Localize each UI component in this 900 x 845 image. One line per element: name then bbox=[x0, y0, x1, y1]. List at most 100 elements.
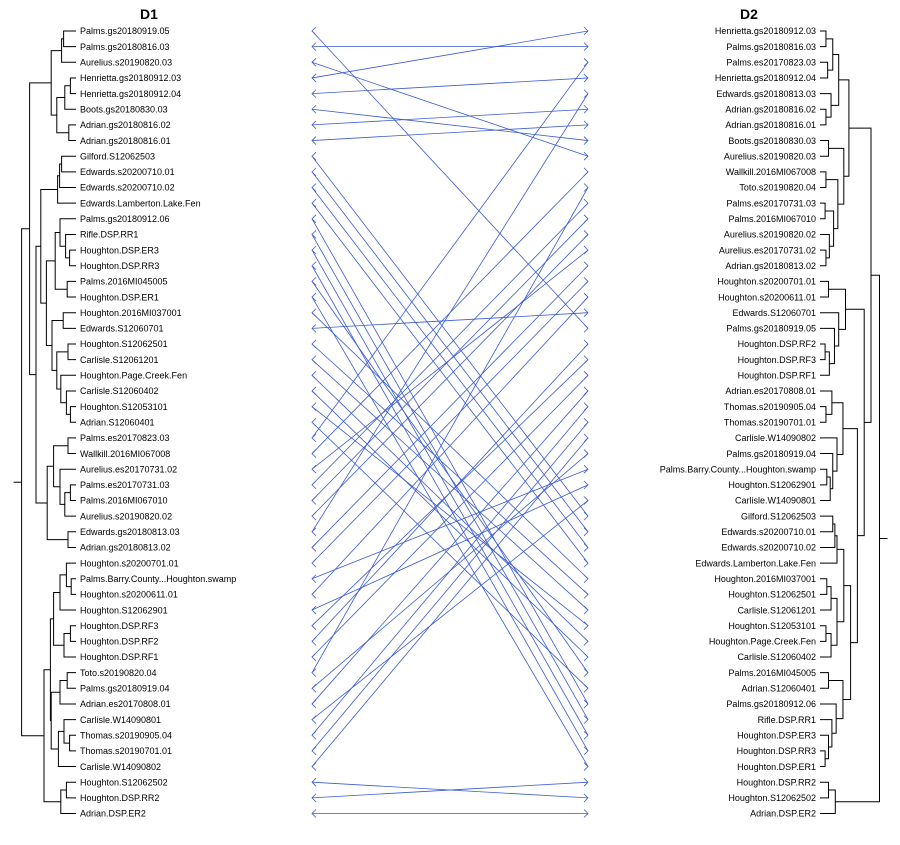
connector-line bbox=[311, 781, 589, 799]
left-arrowhead bbox=[311, 543, 317, 552]
right-leaf-label: Aurelius.s20190820.02 bbox=[724, 230, 816, 240]
left-leaf-label: Houghton.DSP.RF2 bbox=[80, 637, 158, 647]
dendrogram-branch bbox=[60, 789, 76, 814]
left-leaf-label: Boots.gs20180830.03 bbox=[80, 104, 168, 114]
right-leaf-label: Houghton.2016MI037001 bbox=[714, 574, 816, 584]
left-leaf-label: Houghton.DSP.RF1 bbox=[80, 652, 158, 662]
right-arrowhead bbox=[583, 699, 589, 709]
left-arrowhead bbox=[311, 605, 317, 615]
dendrogram-branch bbox=[820, 343, 826, 361]
right-arrowhead bbox=[583, 668, 589, 677]
right-arrowhead bbox=[583, 746, 589, 756]
left-arrowhead bbox=[311, 58, 317, 67]
dendrogram-branch bbox=[56, 97, 69, 134]
right-arrowhead bbox=[583, 762, 589, 771]
right-leaf-label: Toto.s20190820.04 bbox=[739, 183, 816, 193]
connector-line bbox=[311, 265, 589, 548]
dendrogram-branch bbox=[837, 548, 845, 623]
right-arrowhead bbox=[583, 558, 589, 568]
dendrogram-branch bbox=[70, 578, 76, 595]
dendrogram-branch bbox=[820, 61, 829, 79]
dendrogram-branch bbox=[820, 453, 834, 490]
right-leaf-label: Houghton.DSP.ER1 bbox=[737, 762, 816, 772]
right-arrowhead bbox=[583, 104, 589, 114]
right-leaf-label: Houghton.s20200701.01 bbox=[717, 277, 816, 287]
dendrogram-branch bbox=[820, 351, 830, 376]
dendrogram-branch bbox=[65, 390, 76, 415]
right-leaf-label: Henrietta.gs20180912.03 bbox=[715, 26, 816, 36]
right-leaf-label: Houghton.DSP.ER3 bbox=[737, 730, 816, 740]
left-arrowhead bbox=[311, 214, 317, 224]
right-leaf-label: Houghton.DSP.RR2 bbox=[737, 777, 816, 787]
right-leaf-label: Aurelius.s20190820.03 bbox=[724, 151, 816, 161]
left-leaf-label: Adrian.gs20180813.02 bbox=[80, 543, 171, 553]
dendrogram-branch bbox=[842, 428, 858, 644]
dendrogram-branch bbox=[820, 703, 837, 734]
left-leaf-label: Adrian.es20170808.01 bbox=[80, 699, 171, 709]
connector-line bbox=[311, 234, 589, 517]
dendrogram-branch bbox=[50, 691, 60, 750]
dendrogram-branch bbox=[838, 79, 850, 177]
right-arrowhead bbox=[583, 496, 589, 505]
left-leaf-label: Palms.Barry.County...Houghton.swamp bbox=[80, 574, 236, 584]
right-arrowhead bbox=[583, 793, 589, 803]
left-leaf-label: Thomas.s20190701.01 bbox=[80, 746, 172, 756]
right-leaf-label: Palms.gs20180919.05 bbox=[726, 324, 816, 334]
left-arrowhead bbox=[311, 245, 317, 255]
dendrogram-branch bbox=[820, 523, 836, 548]
left-arrowhead bbox=[311, 558, 317, 568]
dendrogram-branch bbox=[53, 445, 68, 488]
left-leaf-label: Henrietta.gs20180912.03 bbox=[80, 73, 181, 83]
right-leaf-label: Carlisle.S12060402 bbox=[737, 652, 816, 662]
dendrogram-branch bbox=[820, 625, 827, 642]
connector-line bbox=[311, 437, 589, 767]
left-leaf-label: Aurelius.es20170731.02 bbox=[80, 464, 177, 474]
dendrogram-branch bbox=[29, 82, 52, 376]
right-arrowhead bbox=[583, 89, 589, 98]
left-arrowhead bbox=[311, 324, 317, 333]
connector-line bbox=[311, 375, 589, 658]
connector-line bbox=[311, 500, 589, 720]
left-arrowhead bbox=[311, 261, 317, 271]
connector-line bbox=[311, 202, 589, 564]
left-leaf-label: Palms.es20170823.03 bbox=[80, 433, 170, 443]
dendrogram-branch bbox=[21, 228, 44, 737]
right-arrowhead bbox=[583, 480, 589, 490]
right-arrowhead bbox=[583, 292, 589, 302]
right-leaf-label: Houghton.S12053101 bbox=[728, 621, 816, 631]
right-leaf-label: Wallkill.2016MI067008 bbox=[726, 167, 816, 177]
left-arrowhead bbox=[311, 762, 317, 771]
dendrogram-branch bbox=[69, 625, 76, 642]
dendrogram-branch bbox=[820, 390, 833, 415]
connector-line bbox=[311, 296, 589, 595]
right-arrowhead bbox=[583, 261, 589, 271]
right-arrowhead bbox=[583, 386, 589, 396]
right-leaf-label: Edwards.S12060701 bbox=[732, 308, 816, 318]
left-arrowhead bbox=[311, 652, 317, 662]
right-leaf-label: Palms.gs20180912.06 bbox=[726, 699, 816, 709]
left-leaf-label: Palms.gs20180912.06 bbox=[80, 214, 170, 224]
connector-line bbox=[311, 390, 589, 705]
dendrogram-branch bbox=[820, 468, 828, 486]
right-leaf-labels: Henrietta.gs20180912.03 Palms.gs20180816.… bbox=[660, 26, 816, 819]
left-arrowhead bbox=[311, 684, 317, 693]
dendrogram-branch bbox=[65, 781, 76, 799]
left-leaf-label: Adrian.DSP.ER2 bbox=[80, 809, 146, 819]
dendrogram-branch bbox=[820, 750, 826, 768]
left-arrowhead bbox=[311, 183, 317, 192]
connector-line bbox=[311, 468, 589, 580]
right-leaf-label: Adrian.gs20180813.02 bbox=[725, 261, 816, 271]
left-leaf-label: Houghton.DSP.ER3 bbox=[80, 245, 159, 255]
left-arrowhead bbox=[311, 464, 317, 474]
left-leaf-label: Houghton.s20200701.01 bbox=[80, 558, 179, 568]
right-leaf-label: Adrian.es20170808.01 bbox=[725, 386, 816, 396]
right-arrowhead bbox=[583, 402, 589, 411]
left-arrowhead bbox=[311, 527, 317, 537]
dendrogram-branch bbox=[63, 30, 76, 48]
right-arrowhead bbox=[583, 151, 589, 161]
left-leaf-label: Carlisle.S12061201 bbox=[80, 355, 159, 365]
connector-line bbox=[311, 359, 589, 611]
left-leaf-label: Houghton.DSP.RF3 bbox=[80, 621, 158, 631]
left-leaf-label: Edwards.gs20180813.03 bbox=[80, 527, 180, 537]
